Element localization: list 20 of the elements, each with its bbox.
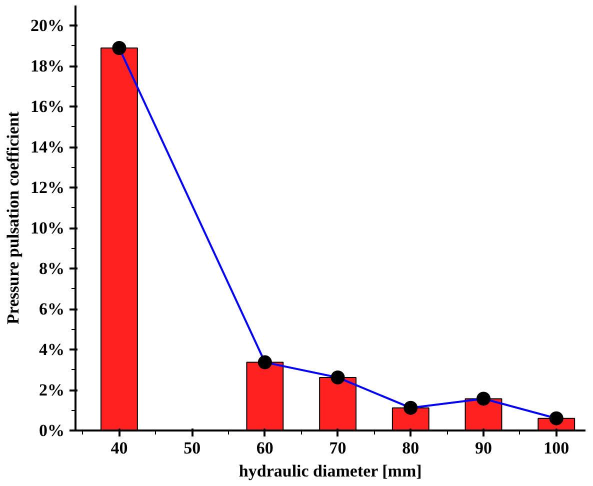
y-tick-label: 8% [39,259,64,278]
y-tick-label: 10% [30,218,64,238]
y-tick-label: 4% [39,340,64,360]
y-tick-label: 14% [30,138,64,157]
x-tick-label: 80 [402,438,420,458]
y-tick-label: 12% [30,178,64,198]
x-tick-label: 70 [329,438,346,458]
x-tick-label: 40 [110,438,128,458]
x-tick-label: 100 [544,438,570,458]
y-tick-label: 18% [30,56,64,76]
x-tick-label: 50 [184,438,201,458]
y-tick-label: 16% [30,97,64,116]
y-tick-label: 2% [39,380,64,400]
y-tick-label: 20% [30,16,64,36]
y-tick-label: 6% [39,300,64,319]
x-tick-label: 90 [475,438,492,458]
y-tick-label: 0% [39,421,64,440]
x-axis-title: hydraulic diameter [mm] [238,462,422,480]
x-tick-label: 60 [256,438,274,458]
y-axis-title: Pressure pulsation coefficient [4,111,22,324]
